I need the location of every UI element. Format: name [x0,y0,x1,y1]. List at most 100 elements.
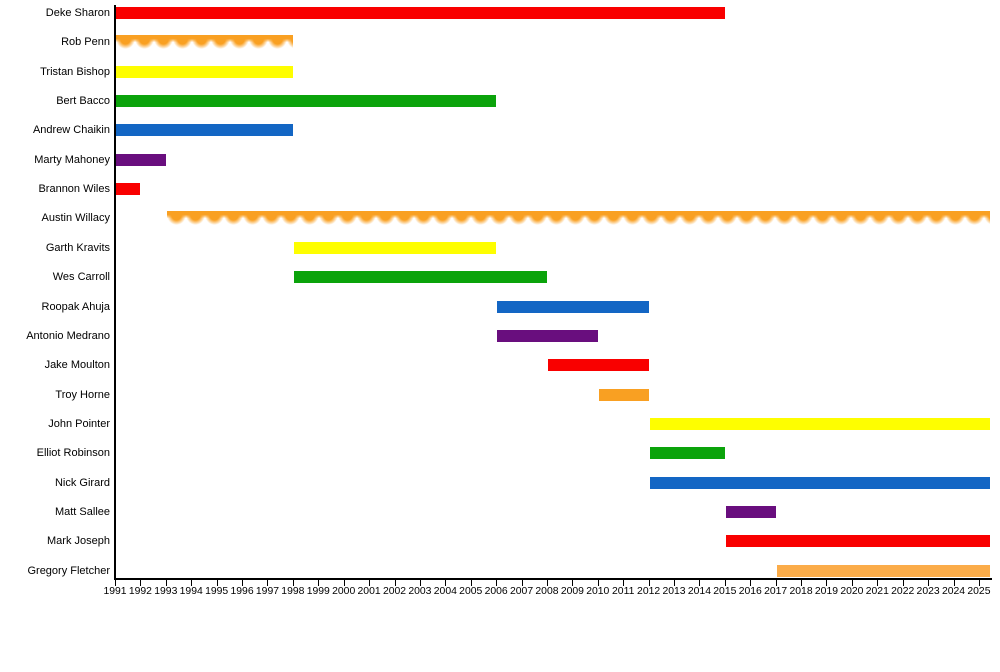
x-tick-label-1996: 1996 [230,586,254,597]
timeline-bar-mark-joseph [725,535,991,548]
x-tick-label-2025: 2025 [967,586,991,597]
member-label-bert-bacco: Bert Bacco [56,95,110,108]
member-label-brannon-wiles: Brannon Wiles [38,183,110,196]
y-axis-line [114,5,116,580]
x-tick-2006 [496,580,498,586]
x-tick-1992 [140,580,142,586]
x-tick-1996 [242,580,244,586]
x-tick-label-1991: 1991 [103,586,127,597]
x-tick-2018 [801,580,803,586]
x-tick-label-2023: 2023 [916,586,940,597]
x-tick-2019 [826,580,828,586]
timeline-bar-rob-penn [116,35,293,50]
timeline-bar-brannon-wiles [116,183,141,196]
x-tick-2003 [419,580,421,586]
x-tick-1998 [292,580,294,586]
x-tick-2011 [623,580,625,586]
x-tick-2016 [750,580,752,586]
x-tick-2002 [394,580,396,586]
x-tick-label-2011: 2011 [612,586,635,597]
x-tick-label-2024: 2024 [941,586,966,597]
x-tick-label-2000: 2000 [332,586,356,597]
x-tick-label-2008: 2008 [535,586,559,597]
member-label-andrew-chaikin: Andrew Chaikin [32,124,110,137]
timeline-bar-matt-sallee [725,505,776,518]
timeline-bar-jake-moulton [547,359,649,372]
x-tick-2008 [546,580,548,586]
x-tick-2013 [674,580,676,586]
member-label-jake-moulton: Jake Moulton [44,359,110,372]
timeline-bar-elliot-robinson [649,447,725,460]
x-tick-2007 [521,580,523,586]
member-label-john-pointer: John Pointer [48,417,110,430]
x-tick-label-2005: 2005 [459,586,483,597]
member-label-roopak-ahuja: Roopak Ahuja [41,300,111,313]
timeline-bar-antonio-medrano [497,329,598,342]
x-tick-2004 [445,580,447,586]
timeline-bar-marty-mahoney [116,153,166,166]
x-tick-2014 [699,580,701,586]
timeline-bar-tristan-bishop [116,65,293,78]
x-tick-1993 [165,580,167,586]
x-tick-1995 [216,580,218,586]
x-tick-2017 [775,580,777,586]
x-tick-label-2022: 2022 [891,586,915,597]
x-tick-2024 [953,580,955,586]
member-label-nick-girard: Nick Girard [54,476,110,489]
x-tick-label-2002: 2002 [382,586,407,597]
x-tick-label-2015: 2015 [713,586,737,597]
timeline-bar-bert-bacco [116,95,497,108]
timeline-bar-troy-horne [598,388,649,401]
x-tick-label-2021: 2021 [865,586,889,597]
x-tick-label-2007: 2007 [509,586,534,597]
member-label-matt-sallee: Matt Sallee [54,505,110,518]
member-label-elliot-robinson: Elliot Robinson [36,447,110,460]
timeline-bar-gregory-fletcher [776,564,991,577]
x-tick-label-1992: 1992 [128,586,152,597]
x-tick-1997 [267,580,269,586]
member-label-wes-carroll: Wes Carroll [52,271,110,284]
x-tick-2010 [597,580,599,586]
x-tick-label-2019: 2019 [814,586,839,597]
member-label-deke-sharon: Deke Sharon [45,7,110,19]
member-label-antonio-medrano: Antonio Medrano [26,329,110,342]
x-tick-label-2001: 2001 [357,586,381,597]
x-tick-label-1998: 1998 [281,586,305,597]
timeline-bar-nick-girard [649,476,991,489]
x-tick-label-2010: 2010 [586,586,610,597]
x-tick-label-2003: 2003 [408,586,432,597]
x-tick-2000 [343,580,345,586]
x-tick-2005 [470,580,472,586]
x-tick-1994 [191,580,193,586]
timeline-bar-john-pointer [649,417,991,430]
member-label-tristan-bishop: Tristan Bishop [40,65,110,78]
x-tick-2015 [724,580,726,586]
x-tick-label-2018: 2018 [789,586,813,597]
timeline-bar-wes-carroll [293,271,547,284]
x-tick-label-2004: 2004 [433,586,457,597]
x-tick-label-2020: 2020 [840,586,864,597]
x-tick-2001 [369,580,371,586]
x-axis-line [114,578,993,580]
member-label-troy-horne: Troy Horne [55,388,110,401]
x-tick-2012 [648,580,650,586]
x-tick-label-2017: 2017 [764,586,788,597]
x-tick-label-1993: 1993 [154,586,178,597]
x-tick-label-1994: 1994 [179,586,203,597]
x-tick-2020 [851,580,853,586]
x-tick-2021 [877,580,879,586]
member-label-austin-willacy: Austin Willacy [41,212,110,225]
member-label-marty-mahoney: Marty Mahoney [34,153,110,166]
member-label-mark-joseph: Mark Joseph [47,535,110,548]
timeline-bar-deke-sharon [116,7,725,19]
x-tick-2023 [928,580,930,586]
x-tick-1991 [115,580,116,586]
timeline-bar-andrew-chaikin [116,124,293,137]
member-label-gregory-fletcher: Gregory Fletcher [27,564,110,577]
x-tick-label-2009: 2009 [560,586,584,597]
timeline-bar-garth-kravits [293,241,497,254]
timeline-bar-roopak-ahuja [497,300,649,313]
x-tick-label-2013: 2013 [662,586,686,597]
x-tick-label-2014: 2014 [687,586,711,597]
member-label-rob-penn: Rob Penn [61,36,110,49]
